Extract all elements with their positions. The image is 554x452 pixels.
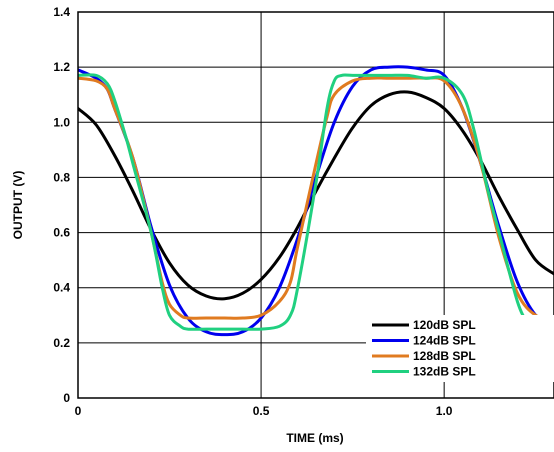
y-tick-label: 0 (63, 391, 70, 405)
y-tick-label: 1.4 (53, 5, 70, 19)
x-tick-labels: 0 0.5 1.0 (75, 404, 453, 418)
y-tick-labels: 0 0.2 0.4 0.6 0.8 1.0 1.2 1.4 (53, 5, 70, 405)
x-tick-label: 0 (75, 404, 82, 418)
y-axis-title: OUTPUT (V) (11, 171, 25, 240)
series-line-124db-spl (78, 65, 554, 337)
series-layer (78, 65, 554, 337)
y-tick-label: 1.0 (53, 115, 70, 129)
x-tick-label: 0.5 (253, 404, 270, 418)
y-tick-label: 0.8 (53, 170, 70, 184)
legend-label: 124dB SPL (413, 334, 476, 348)
y-tick-label: 0.2 (53, 336, 70, 350)
series-line-132db-spl (78, 73, 554, 331)
y-tick-label: 0.6 (53, 226, 70, 240)
legend-label: 132dB SPL (413, 365, 476, 379)
legend-label: 128dB SPL (413, 349, 476, 363)
series-line-128db-spl (78, 76, 554, 320)
x-axis-title: TIME (ms) (286, 431, 343, 445)
x-tick-label: 1.0 (436, 404, 453, 418)
y-tick-label: 0.4 (53, 281, 70, 295)
series-line-120db-spl (78, 90, 554, 301)
y-tick-label: 1.2 (53, 60, 70, 74)
plot-frame (77, 11, 554, 399)
legend-label: 120dB SPL (413, 318, 476, 332)
